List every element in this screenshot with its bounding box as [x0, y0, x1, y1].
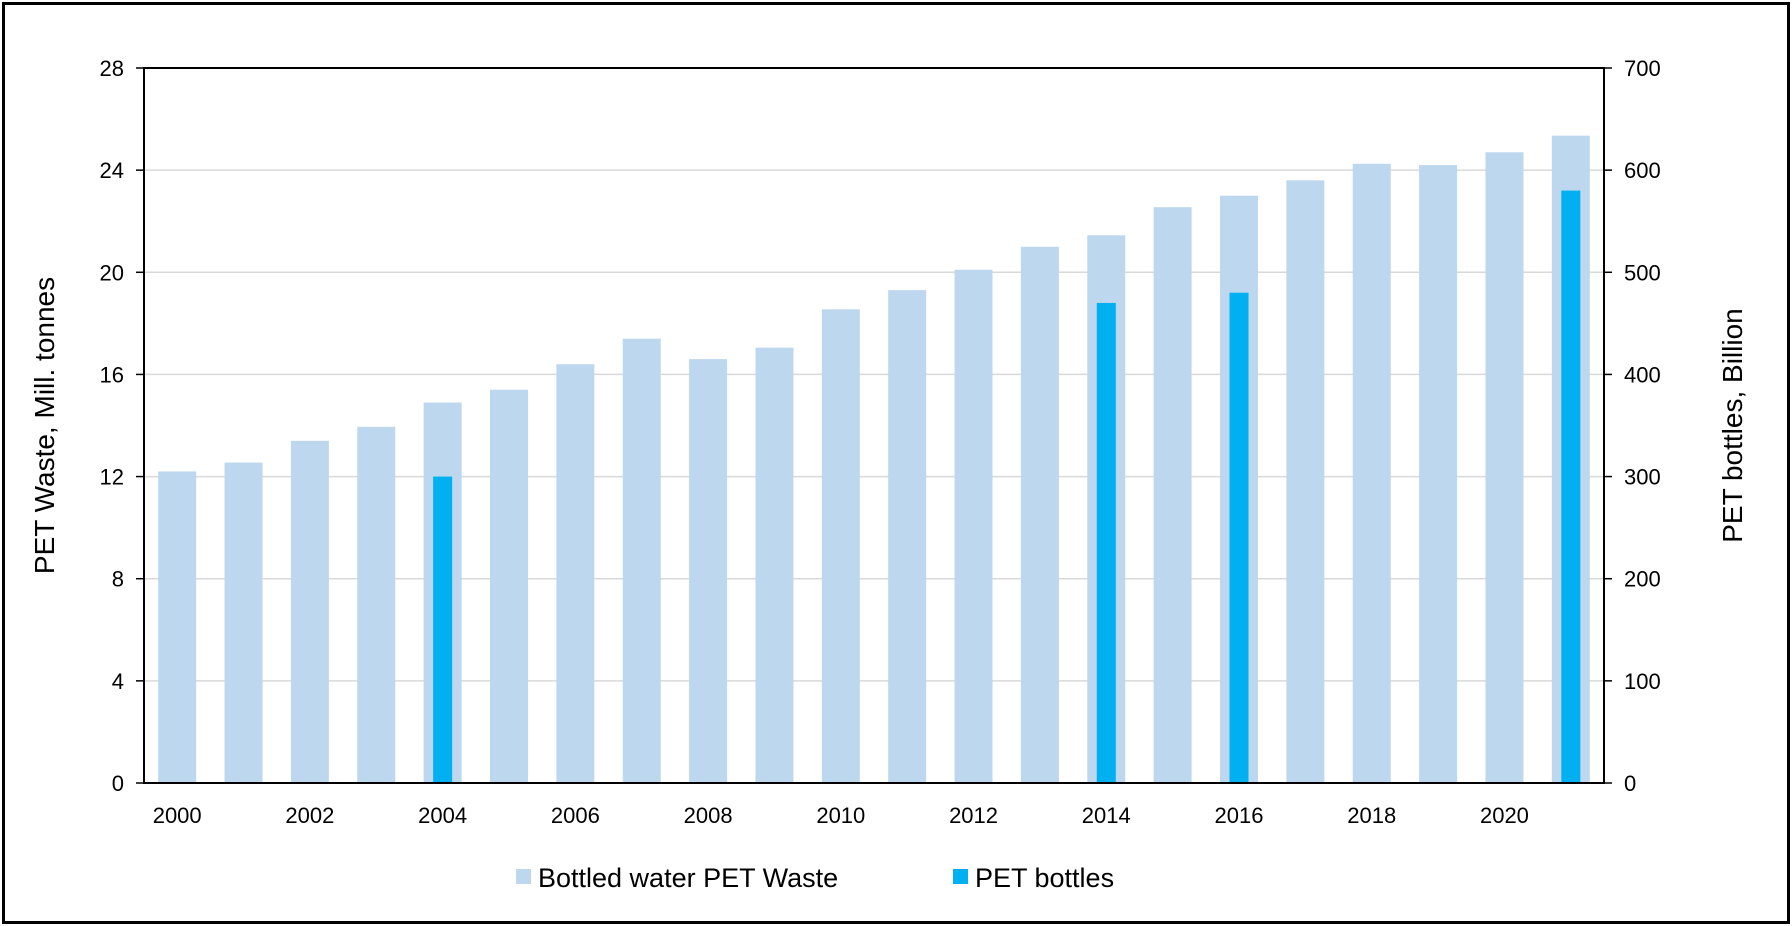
bar-pet-bottles-2021: [1561, 190, 1581, 784]
bar-bottled-water-2007: [622, 338, 661, 783]
bar-bottled-water-2001: [224, 462, 263, 783]
right-tick-label: 700: [1624, 56, 1661, 81]
bar-bottled-water-2000: [158, 471, 197, 783]
bar-bottled-water-2018: [1352, 163, 1391, 784]
x-tick-label: 2020: [1480, 803, 1529, 828]
pet-bottles-bars: [433, 190, 1581, 784]
left-tick-label: 24: [100, 158, 124, 183]
legend-label-pet-bottles: PET bottles: [975, 863, 1114, 893]
x-tick-label: 2002: [285, 803, 334, 828]
right-tick-label: 0: [1624, 771, 1636, 796]
right-tick-label: 500: [1624, 260, 1661, 285]
right-axis-ticks: 0 100 200 300 400 500 600 700: [1604, 56, 1661, 796]
bottled-water-bars: [158, 135, 1590, 784]
bar-bottled-water-2006: [556, 364, 595, 783]
right-tick-label: 600: [1624, 158, 1661, 183]
left-tick-label: 28: [100, 56, 124, 81]
left-tick-label: 16: [100, 362, 124, 387]
x-axis-ticks: 2000 2002 2004 2006 2008 2010 2012 2014 2016 2018…: [153, 803, 1529, 828]
bar-bottled-water-2008: [689, 359, 728, 783]
x-tick-label: 2012: [949, 803, 998, 828]
left-axis-title: PET Waste, Mill. tonnes: [29, 277, 60, 574]
bar-bottled-water-2009: [755, 347, 794, 783]
right-tick-label: 400: [1624, 362, 1661, 387]
bar-bottled-water-2015: [1153, 207, 1192, 783]
right-tick-label: 300: [1624, 465, 1661, 490]
bar-bottled-water-2002: [290, 440, 329, 783]
legend-swatch-pet-bottles: [953, 869, 968, 884]
right-axis-title: PET bottles, Billion: [1717, 308, 1748, 543]
x-tick-label: 2010: [816, 803, 865, 828]
x-tick-label: 2018: [1347, 803, 1396, 828]
left-tick-label: 0: [112, 771, 124, 796]
left-tick-label: 20: [100, 260, 124, 285]
bar-bottled-water-2005: [490, 389, 528, 783]
bar-bottled-water-2017: [1286, 180, 1325, 783]
left-tick-label: 4: [112, 669, 124, 694]
x-tick-label: 2016: [1215, 803, 1264, 828]
bar-bottled-water-2003: [357, 426, 396, 783]
bar-pet-bottles-2014: [1096, 302, 1116, 783]
plot-area-border: [143, 67, 1605, 784]
bar-bottled-water-2011: [888, 290, 927, 783]
x-tick-label: 2008: [684, 803, 733, 828]
right-tick-label: 200: [1624, 567, 1661, 592]
left-tick-label: 12: [100, 465, 124, 490]
x-tick-label: 2014: [1082, 803, 1131, 828]
bar-bottled-water-2013: [1020, 246, 1059, 783]
x-tick-label: 2004: [418, 803, 467, 828]
bar-pet-bottles-2016: [1229, 292, 1249, 783]
bar-bottled-water-2019: [1419, 165, 1458, 784]
left-tick-label: 8: [112, 567, 124, 592]
bar-bottled-water-2012: [954, 269, 993, 783]
legend-label-bottled-water: Bottled water PET Waste: [538, 863, 838, 893]
x-tick-label: 2006: [551, 803, 600, 828]
left-axis-ticks: 0 4 8 12 16 20 24 28: [100, 56, 144, 796]
bar-bottled-water-2020: [1485, 152, 1524, 784]
legend: Bottled water PET Waste PET bottles: [516, 863, 1114, 893]
bar-bottled-water-2010: [821, 309, 860, 783]
legend-swatch-bottled-water: [516, 869, 531, 884]
bar-pet-bottles-2004: [433, 476, 453, 783]
x-tick-label: 2000: [153, 803, 202, 828]
right-tick-label: 100: [1624, 669, 1661, 694]
